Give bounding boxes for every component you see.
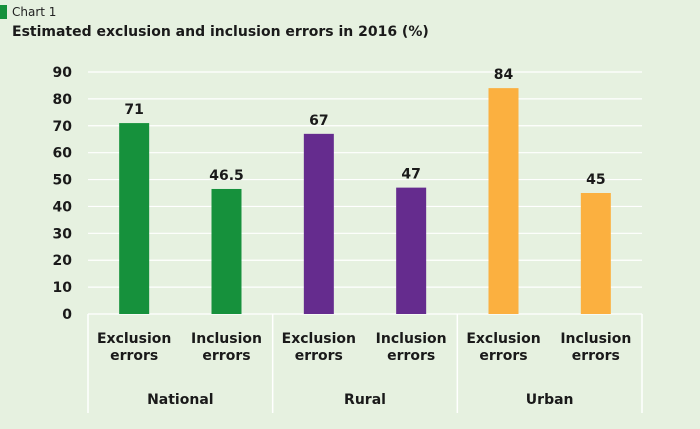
category-label: errors bbox=[479, 348, 527, 364]
y-tick-label: 10 bbox=[53, 280, 73, 296]
y-tick-label: 30 bbox=[53, 226, 73, 242]
y-tick-label: 50 bbox=[53, 173, 73, 189]
bar bbox=[119, 123, 150, 314]
data-label: 71 bbox=[124, 102, 143, 118]
data-label: 45 bbox=[586, 172, 605, 188]
chart-number-label: Chart 1 bbox=[12, 5, 57, 19]
category-label: Exclusion bbox=[97, 331, 171, 347]
category-label: Inclusion bbox=[376, 331, 447, 347]
category-label: errors bbox=[295, 348, 343, 364]
y-tick-label: 40 bbox=[53, 199, 73, 215]
data-label: 46.5 bbox=[209, 168, 244, 184]
y-tick-label: 60 bbox=[53, 146, 73, 162]
category-label: Exclusion bbox=[282, 331, 356, 347]
bar bbox=[211, 188, 242, 314]
bar bbox=[303, 133, 334, 314]
data-label: 67 bbox=[309, 113, 328, 129]
chart-tag-marker bbox=[0, 5, 7, 19]
chart-title: Estimated exclusion and inclusion errors… bbox=[12, 24, 429, 40]
bar bbox=[396, 187, 427, 314]
category-label: errors bbox=[387, 348, 435, 364]
group-label: National bbox=[147, 392, 214, 408]
y-tick-label: 90 bbox=[53, 65, 73, 81]
y-tick-label: 20 bbox=[53, 253, 73, 269]
category-label: Inclusion bbox=[191, 331, 262, 347]
category-label: Exclusion bbox=[466, 331, 540, 347]
data-label: 84 bbox=[494, 67, 514, 83]
y-tick-label: 0 bbox=[62, 307, 72, 323]
category-label: errors bbox=[572, 348, 620, 364]
y-tick-label: 70 bbox=[53, 119, 73, 135]
category-label: Inclusion bbox=[560, 331, 631, 347]
group-label: Rural bbox=[344, 392, 386, 408]
bar bbox=[580, 193, 611, 314]
category-label: errors bbox=[202, 348, 250, 364]
y-tick-label: 80 bbox=[53, 92, 73, 108]
data-label: 47 bbox=[401, 167, 420, 183]
group-label: Urban bbox=[526, 392, 574, 408]
category-label: errors bbox=[110, 348, 158, 364]
bar bbox=[488, 88, 519, 314]
